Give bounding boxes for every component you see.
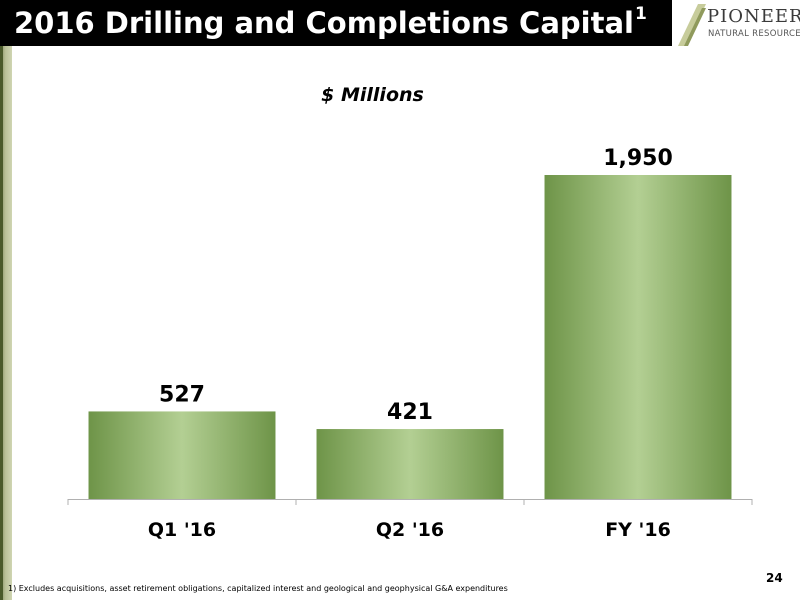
left-accent-bar [0,46,12,600]
bar [544,175,732,499]
chart-axis [67,499,753,505]
category-label: Q1 '16 [148,519,216,541]
logo-name: PIONEER [707,6,800,27]
footnote: 1) Excludes acquisitions, asset retireme… [8,584,508,593]
chart-labels: 527 Q1 '16 421 Q2 '16 1,950 FY '16 [148,146,673,541]
chart-subtitle: $ Millions [321,84,424,106]
bar [316,429,504,499]
slide-title-text: 2016 Drilling and Completions Capital [14,6,634,40]
category-label: Q2 '16 [376,519,444,541]
data-label: 527 [159,382,205,407]
logo-tagline: NATURAL RESOURCES [708,29,800,39]
chart-bars [88,175,732,499]
data-label: 1,950 [603,146,673,171]
slide-title: 2016 Drilling and Completions Capital1 [14,2,647,44]
page-number: 24 [766,571,783,585]
left-accent-bar-edge [0,46,3,600]
title-footnote-ref: 1 [634,4,647,24]
bar [88,411,276,499]
header-band [0,0,800,46]
category-label: FY '16 [605,519,671,541]
pioneer-logo-mark-icon [678,4,706,46]
data-label: 421 [387,400,433,425]
